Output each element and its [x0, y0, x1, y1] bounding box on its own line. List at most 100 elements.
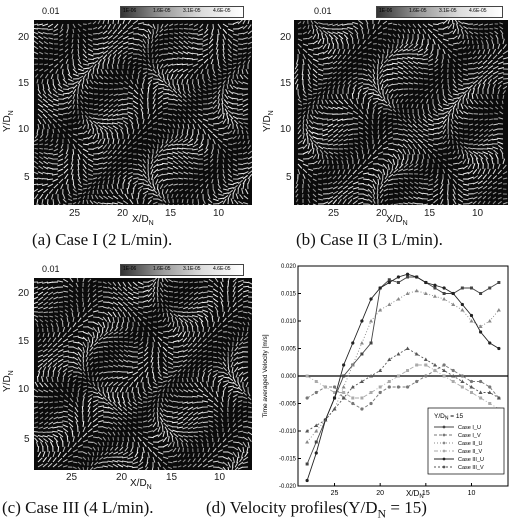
velocity-vector — [108, 93, 114, 97]
velocity-vector — [96, 128, 99, 135]
velocity-vector — [382, 103, 388, 107]
scale-label: 0.01 — [42, 264, 60, 274]
velocity-vector — [342, 49, 346, 55]
velocity-vector — [77, 192, 83, 195]
velocity-vector — [181, 198, 184, 203]
velocity-vector — [87, 22, 92, 25]
velocity-vector — [166, 73, 169, 80]
velocity-vector — [194, 178, 199, 181]
velocity-vector — [122, 103, 129, 106]
velocity-vector — [354, 146, 359, 150]
velocity-vector — [193, 286, 199, 290]
velocity-vector — [122, 35, 129, 40]
velocity-vector — [187, 143, 194, 147]
velocity-vector — [338, 128, 344, 133]
velocity-vector — [423, 178, 429, 180]
velocity-vector — [197, 311, 204, 313]
velocity-vector — [377, 168, 383, 174]
velocity-vector — [222, 58, 227, 64]
velocity-vector — [177, 128, 179, 134]
velocity-vector — [99, 93, 104, 96]
velocity-vector — [307, 73, 311, 80]
velocity-vector — [52, 83, 57, 90]
velocity-vector — [317, 153, 320, 160]
velocity-vector — [59, 394, 64, 398]
velocity-vector — [502, 177, 508, 180]
velocity-vector — [168, 279, 174, 283]
velocity-vector — [401, 38, 404, 44]
velocity-vector — [167, 128, 170, 133]
velocity-vector — [432, 38, 436, 45]
velocity-vector — [122, 316, 125, 323]
velocity-vector — [477, 174, 483, 180]
velocity-vector — [57, 451, 62, 458]
velocity-vector — [87, 158, 94, 163]
velocity-vector — [127, 456, 134, 460]
velocity-vector — [347, 195, 354, 200]
velocity-vector — [147, 38, 149, 44]
velocity-vector — [321, 154, 324, 160]
velocity-vector — [173, 36, 179, 40]
velocity-vector — [297, 27, 302, 30]
velocity-vector — [108, 381, 114, 387]
velocity-vector — [157, 398, 160, 403]
velocity-vector — [146, 456, 149, 463]
velocity-vector — [38, 437, 44, 443]
velocity-vector — [217, 143, 221, 149]
velocity-vector — [217, 197, 224, 200]
velocity-vector — [109, 88, 114, 91]
velocity-vector — [212, 327, 217, 333]
velocity-vector — [93, 200, 99, 205]
velocity-vector — [242, 461, 249, 465]
velocity-vector — [241, 451, 244, 458]
velocity-vector — [162, 308, 164, 313]
velocity-vector — [155, 178, 159, 185]
velocity-vector — [62, 88, 70, 91]
velocity-vector — [398, 93, 404, 97]
velocity-vector — [205, 183, 209, 189]
velocity-vector — [327, 143, 334, 146]
velocity-vector — [113, 340, 119, 343]
velocity-vector — [114, 446, 119, 451]
velocity-vector — [197, 98, 202, 101]
velocity-vector — [211, 148, 214, 155]
velocity-vector — [347, 76, 352, 80]
velocity-vector — [388, 173, 394, 178]
velocity-vector — [161, 162, 169, 165]
velocity-vector — [147, 53, 150, 58]
velocity-vector — [227, 319, 233, 323]
velocity-vector — [57, 291, 64, 294]
velocity-vector — [96, 331, 99, 338]
velocity-vector — [437, 98, 441, 105]
velocity-vector — [232, 188, 237, 195]
velocity-vector — [487, 147, 494, 150]
velocity-vector — [226, 84, 229, 90]
velocity-vector — [52, 113, 59, 117]
velocity-vector — [101, 326, 104, 333]
velocity-vector — [163, 63, 169, 68]
velocity-vector — [102, 138, 106, 145]
velocity-vector — [62, 350, 69, 353]
velocity-vector — [97, 162, 104, 165]
velocity-vector — [482, 200, 486, 205]
velocity-vector — [357, 201, 364, 205]
velocity-vector — [74, 411, 79, 418]
velocity-vector — [232, 441, 239, 444]
velocity-vector — [323, 105, 329, 110]
velocity-vector — [147, 441, 154, 446]
velocity-vector — [76, 278, 79, 283]
velocity-vector — [312, 88, 318, 91]
velocity-vector — [422, 53, 429, 57]
velocity-vector — [119, 81, 124, 85]
velocity-vector — [197, 148, 204, 153]
velocity-vector — [157, 138, 160, 144]
velocity-vector — [162, 461, 168, 466]
velocity-vector — [37, 371, 41, 378]
velocity-vector — [214, 278, 219, 283]
velocity-vector — [392, 113, 397, 116]
velocity-vector — [168, 399, 174, 403]
velocity-vector — [452, 48, 458, 51]
velocity-vector — [399, 163, 404, 169]
velocity-vector — [209, 53, 214, 60]
velocity-vector — [39, 147, 44, 150]
